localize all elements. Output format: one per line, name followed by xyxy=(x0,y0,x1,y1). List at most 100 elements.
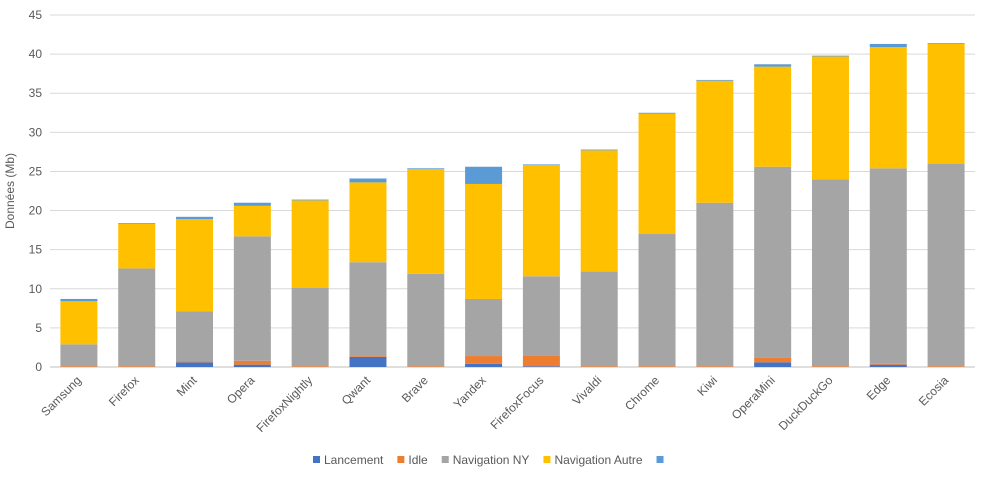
bar-segment-brave-3 xyxy=(407,169,445,274)
bar-segment-samsung-1 xyxy=(60,366,98,367)
bar-segment-duckduckgo-2 xyxy=(811,179,849,367)
bar-segment-qwant-2 xyxy=(349,262,387,357)
bar-segment-edge-1 xyxy=(869,363,907,365)
bar-segment-qwant-4 xyxy=(349,178,387,183)
y-tick-label: 20 xyxy=(29,204,43,218)
bar-segment-yandex-2 xyxy=(465,298,503,357)
bar-segment-opera-0 xyxy=(233,364,271,367)
x-tick-label: DuckDuckGo xyxy=(776,373,836,433)
bar-segment-opera-1 xyxy=(233,360,271,365)
bar-segment-edge-3 xyxy=(869,47,907,169)
bar-segment-ecosia-4 xyxy=(927,43,965,44)
y-tick-label: 10 xyxy=(29,282,43,296)
bar-segment-qwant-1 xyxy=(349,356,387,357)
y-tick-label: 5 xyxy=(35,321,42,335)
bar-segment-operamini-2 xyxy=(754,166,792,358)
bar-segment-opera-2 xyxy=(233,236,271,361)
bar-segment-kiwi-4 xyxy=(696,79,734,81)
x-tick-label: Mint xyxy=(174,373,200,399)
bar-segment-firefoxfocus-0 xyxy=(522,366,560,367)
bar-segment-mint-3 xyxy=(176,219,214,312)
y-tick-label: 0 xyxy=(35,360,42,374)
bar-segment-firefoxfocus-4 xyxy=(522,164,560,166)
x-tick-label: OperaMini xyxy=(729,373,778,422)
y-tick-label: 45 xyxy=(29,8,43,22)
bar-segment-ecosia-1 xyxy=(927,366,965,367)
bar-segment-brave-2 xyxy=(407,273,445,367)
bar-segment-operamini-0 xyxy=(754,362,792,367)
bar-segment-brave-1 xyxy=(407,366,445,367)
x-tick-label: Chrome xyxy=(622,373,662,413)
bar-segment-yandex-0 xyxy=(465,363,503,367)
legend-swatch xyxy=(313,456,320,463)
bar-segment-firefoxnightly-2 xyxy=(291,287,329,367)
bar-segment-kiwi-2 xyxy=(696,202,734,367)
bar-segment-mint-1 xyxy=(176,361,214,363)
bar-segment-mint-4 xyxy=(176,216,214,220)
bar-segment-ecosia-3 xyxy=(927,43,965,164)
bar-segment-qwant-0 xyxy=(349,356,387,367)
bar-segment-samsung-2 xyxy=(60,344,98,367)
bar-segment-operamini-4 xyxy=(754,64,792,67)
y-tick-label: 40 xyxy=(29,47,43,61)
bar-segment-duckduckgo-4 xyxy=(811,55,849,57)
x-tick-label: Kiwi xyxy=(694,373,719,398)
legend-swatch xyxy=(656,456,664,463)
x-tick-label: Brave xyxy=(399,373,431,405)
bar-segment-chrome-3 xyxy=(638,113,676,235)
x-tick-label: Opera xyxy=(224,373,258,407)
bar-segment-chrome-4 xyxy=(638,112,676,114)
x-tick-label: Ecosia xyxy=(916,373,952,409)
y-tick-label: 35 xyxy=(29,86,43,100)
x-tick-label: Yandex xyxy=(451,373,489,411)
bar-segment-firefoxfocus-2 xyxy=(522,276,560,356)
bar-segment-duckduckgo-3 xyxy=(811,56,849,180)
bar-segment-edge-0 xyxy=(869,364,907,367)
bar-segment-edge-2 xyxy=(869,168,907,364)
bar-segment-yandex-3 xyxy=(465,183,503,299)
bar-segment-vivaldi-3 xyxy=(580,150,618,272)
bar-segment-edge-4 xyxy=(869,43,907,48)
legend-label: Navigation Autre xyxy=(554,453,642,467)
x-tick-label: Vivaldi xyxy=(570,373,605,408)
bar-segment-mint-2 xyxy=(176,311,214,362)
legend-swatch xyxy=(397,456,405,463)
bar-segment-samsung-3 xyxy=(60,301,98,345)
legend-label: Lancement xyxy=(324,453,384,467)
legend-label: Idle xyxy=(408,453,428,467)
bar-segment-opera-4 xyxy=(233,202,271,206)
bar-segment-operamini-1 xyxy=(754,357,792,363)
bar-segment-yandex-4 xyxy=(465,166,503,184)
bar-segment-firefoxfocus-3 xyxy=(522,165,560,277)
bar-segment-chrome-1 xyxy=(638,366,676,367)
bars xyxy=(60,43,965,367)
bar-segment-kiwi-3 xyxy=(696,80,734,203)
legend-swatch xyxy=(441,456,449,463)
x-tick-label: Qwant xyxy=(339,373,374,408)
legend-label: Navigation NY xyxy=(453,453,530,467)
bar-segment-vivaldi-4 xyxy=(580,149,618,151)
y-tick-label: 15 xyxy=(29,243,43,257)
x-tick-label: Firefox xyxy=(106,373,142,409)
bar-segment-yandex-1 xyxy=(465,356,503,364)
bar-segment-firefoxfocus-1 xyxy=(522,355,560,367)
bar-segment-firefoxnightly-1 xyxy=(291,366,329,367)
bar-segment-duckduckgo-1 xyxy=(811,366,849,367)
bar-segment-kiwi-1 xyxy=(696,366,734,367)
y-axis-title: Données (Mb) xyxy=(3,153,17,229)
bar-segment-firefoxnightly-4 xyxy=(291,199,329,201)
legend: Lancement Idle Navigation NY Navigation Aut… xyxy=(313,453,664,467)
y-axis-ticks: 0 5 10 15 20 25 30 35 40 45 xyxy=(29,8,43,374)
bar-segment-brave-4 xyxy=(407,168,445,170)
bar-segment-qwant-3 xyxy=(349,182,387,263)
legend-swatch xyxy=(543,456,551,463)
x-tick-label: Samsung xyxy=(38,373,84,419)
bar-segment-opera-3 xyxy=(233,205,271,237)
bar-segment-chrome-2 xyxy=(638,234,676,367)
bar-segment-operamini-3 xyxy=(754,66,792,167)
bar-segment-vivaldi-1 xyxy=(580,366,618,367)
bar-segment-firefox-2 xyxy=(118,268,156,367)
bar-segment-firefoxnightly-3 xyxy=(291,200,329,288)
